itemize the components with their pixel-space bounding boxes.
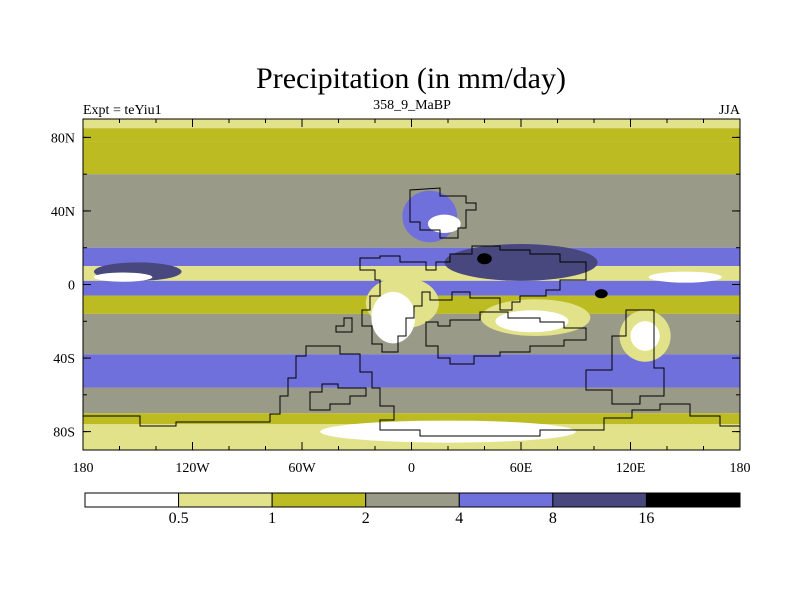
x-tick-label: 60W bbox=[288, 461, 316, 476]
legend-swatch bbox=[552, 492, 647, 508]
coastline bbox=[425, 311, 587, 365]
x-tick-label: 180 bbox=[730, 461, 751, 476]
experiment-label: Expt = teYiu1 bbox=[83, 103, 162, 118]
precip-region bbox=[648, 271, 722, 283]
precip-region bbox=[477, 253, 492, 265]
x-tick-label: 120W bbox=[175, 461, 210, 476]
x-tick-label: 0 bbox=[408, 461, 415, 476]
legend-label: 0.5 bbox=[169, 510, 189, 527]
legend-swatch bbox=[645, 492, 741, 508]
y-tick-label: 80N bbox=[51, 131, 75, 146]
y-tick-label: 40S bbox=[53, 352, 75, 367]
precipitation-map: 180 120W 60W 0 60E 120E 180 80N 40N 0 40S 80S bbox=[51, 118, 751, 476]
legend-label: 1 bbox=[268, 510, 276, 527]
y-axis: 80N 40N 0 40S 80S bbox=[51, 131, 740, 441]
legend-swatch bbox=[365, 492, 460, 508]
coastline bbox=[409, 187, 477, 239]
precip-band bbox=[83, 413, 740, 425]
x-tick-label: 60E bbox=[510, 461, 533, 476]
precip-region bbox=[93, 272, 153, 282]
coastline bbox=[309, 383, 367, 411]
coastline bbox=[359, 245, 587, 353]
x-tick-label: 180 bbox=[73, 461, 94, 476]
coastline bbox=[585, 309, 665, 405]
precip-region bbox=[594, 289, 608, 299]
precipitation-field bbox=[83, 119, 740, 450]
coastline bbox=[83, 345, 740, 437]
x-tick-label: 120E bbox=[616, 461, 646, 476]
legend-label: 16 bbox=[638, 510, 654, 527]
legend-label: 8 bbox=[549, 510, 557, 527]
y-tick-label: 40N bbox=[51, 205, 75, 220]
precip-region bbox=[320, 420, 576, 443]
coastline bbox=[335, 317, 353, 333]
legend-swatch bbox=[178, 492, 273, 508]
continent-outline bbox=[83, 187, 740, 437]
season-label: JJA bbox=[719, 103, 741, 118]
precip-region bbox=[495, 310, 569, 333]
legend-swatch bbox=[458, 492, 554, 508]
legend-swatch bbox=[271, 492, 367, 508]
legend-swatch bbox=[84, 492, 180, 508]
precip-band bbox=[83, 387, 740, 414]
legend-label: 4 bbox=[455, 510, 463, 527]
chart-title: Precipitation (in mm/day) bbox=[256, 62, 566, 95]
precip-region bbox=[444, 244, 598, 281]
precip-band bbox=[83, 247, 740, 267]
color-legend: 0.5 1 2 4 8 16 bbox=[84, 492, 741, 527]
legend-label: 2 bbox=[362, 510, 370, 527]
precip-band bbox=[83, 141, 740, 175]
precip-band bbox=[83, 128, 740, 142]
x-axis: 180 120W 60W 0 60E 120E 180 bbox=[73, 119, 751, 476]
y-tick-label: 80S bbox=[53, 426, 75, 441]
precip-region bbox=[371, 291, 416, 344]
precip-region bbox=[427, 214, 461, 234]
precip-band bbox=[83, 354, 740, 388]
y-tick-label: 0 bbox=[68, 279, 75, 294]
period-label: 358_9_MaBP bbox=[373, 98, 451, 113]
precip-region bbox=[630, 321, 660, 351]
